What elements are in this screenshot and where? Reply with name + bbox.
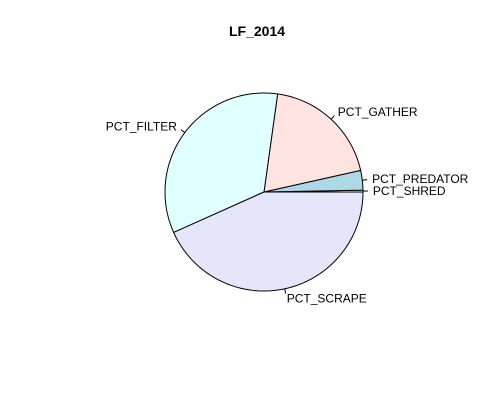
label-tick-pct-gather bbox=[330, 115, 335, 120]
label-tick-pct-predator bbox=[362, 179, 368, 181]
slice-label-pct-gather: PCT_GATHER bbox=[338, 105, 418, 119]
chart-title: LF_2014 bbox=[229, 23, 285, 39]
slice-label-pct-scrape: PCT_SCRAPE bbox=[287, 292, 367, 306]
pie-slices bbox=[164, 92, 364, 292]
slice-label-pct-shred: PCT_SHRED bbox=[373, 184, 446, 198]
pie-slice-pct-scrape bbox=[172, 191, 364, 292]
label-tick-pct-filter bbox=[180, 129, 186, 133]
pie-slice-pct-gather bbox=[263, 93, 362, 193]
slice-label-pct-filter: PCT_FILTER bbox=[106, 120, 177, 134]
label-tick-pct-scrape bbox=[284, 288, 287, 294]
slice-label-pct-predator: PCT_PREDATOR bbox=[372, 172, 469, 186]
label-ticks bbox=[180, 115, 368, 294]
